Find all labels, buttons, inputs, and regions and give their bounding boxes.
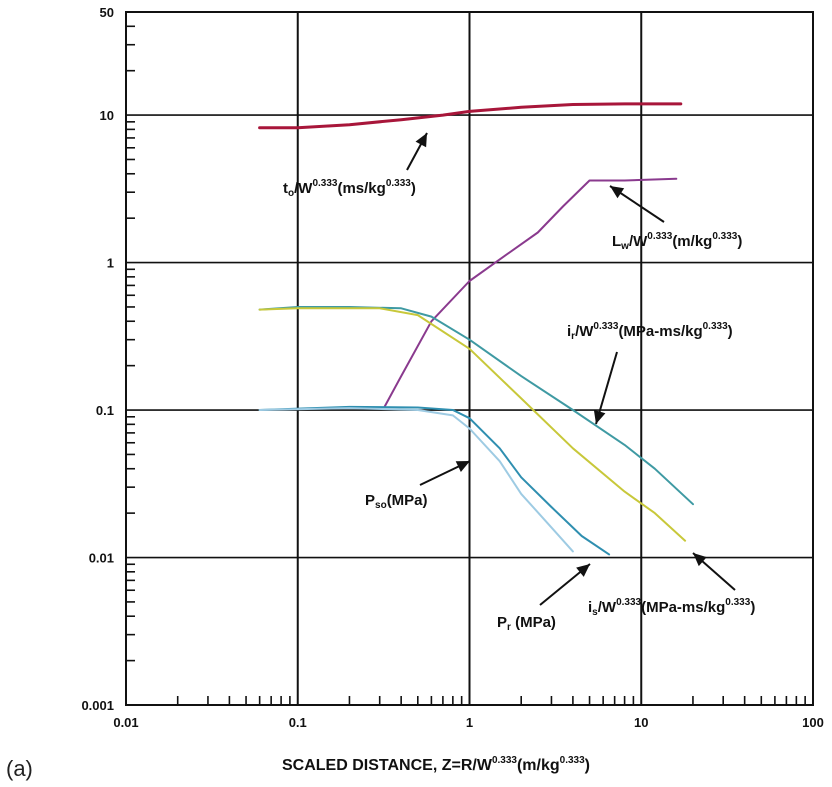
panel-label: (a) xyxy=(6,756,33,781)
series-pso xyxy=(258,407,574,553)
annotation-arrow-head xyxy=(455,461,470,473)
annotation-t0: to/W0.333(ms/kg0.333) xyxy=(283,178,416,199)
y-tick-label: 0.01 xyxy=(89,551,114,566)
y-tick-labels: 0.001 0.01 0.1 1 10 50 xyxy=(81,5,114,713)
series-t0 xyxy=(258,102,683,130)
x-tick-label: 0.1 xyxy=(289,715,307,730)
x-tick-label: 100 xyxy=(802,715,824,730)
y-tick-label: 1 xyxy=(107,256,114,271)
x-axis-title: SCALED DISTANCE, Z=R/W0.333(m/kg0.333) xyxy=(282,755,590,774)
y-tick-label: 50 xyxy=(100,5,114,20)
minor-ticks xyxy=(126,25,806,705)
series-layer xyxy=(258,102,694,556)
major-gridlines xyxy=(126,12,813,705)
annotation-is: is/W0.333(MPa-ms/kg0.333) xyxy=(588,597,755,618)
x-tick-label: 0.01 xyxy=(113,715,138,730)
series-lw xyxy=(383,177,678,408)
series-ir xyxy=(258,306,694,506)
y-tick-label: 0.1 xyxy=(96,403,114,418)
annotation-ir: ir/W0.333(MPa-ms/kg0.333) xyxy=(567,321,733,342)
annotation-arrow-head xyxy=(576,564,590,577)
y-tick-label: 10 xyxy=(100,108,114,123)
annotation-arrow-head xyxy=(693,553,707,567)
annotation-arrow-head xyxy=(593,409,606,424)
x-tick-labels: 0.01 0.1 1 10 100 xyxy=(113,715,824,730)
annotation-arrow-head xyxy=(610,186,625,199)
plot-frame xyxy=(125,11,814,706)
series-pr xyxy=(258,405,611,556)
x-tick-label: 10 xyxy=(634,715,648,730)
y-tick-label: 0.001 xyxy=(81,698,114,713)
series-is xyxy=(258,307,687,542)
annotation-arrow-head xyxy=(415,133,427,148)
annotation-arrows xyxy=(406,132,736,606)
annotation-pso: Pso(MPa) xyxy=(365,492,428,511)
annotation-pr: Pr (MPa) xyxy=(497,614,556,633)
annotation-lw: Lw/W0.333(m/kg0.333) xyxy=(612,231,742,252)
x-tick-label: 1 xyxy=(466,715,473,730)
